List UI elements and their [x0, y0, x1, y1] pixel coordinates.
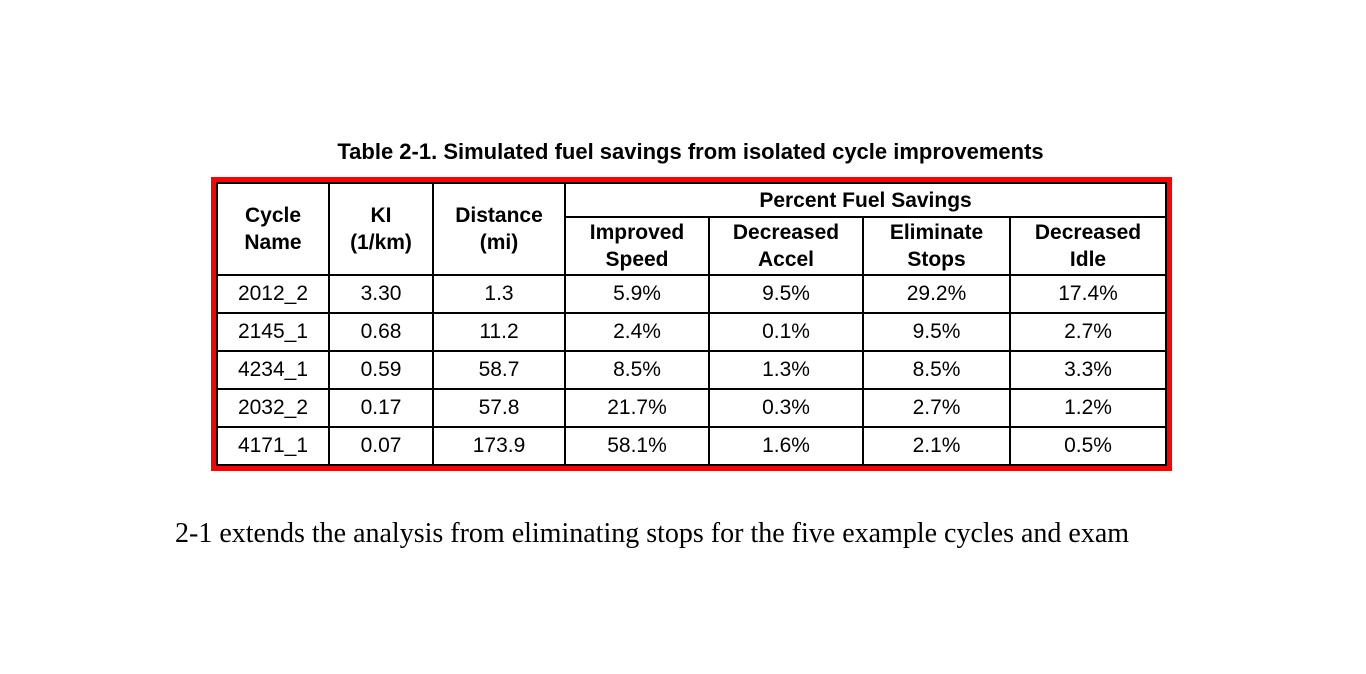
table-row: 4234_1 0.59 58.7 8.5% 1.3% 8.5% 3.3% [216, 350, 1168, 390]
cell-cycle-name: 4234_1 [216, 350, 330, 390]
cell-distance: 11.2 [432, 312, 566, 352]
cell-distance: 57.8 [432, 388, 566, 428]
cell-decreased-accel: 1.6% [708, 426, 864, 466]
cell-eliminate-stops: 2.7% [862, 388, 1011, 428]
cell-cycle-name: 4171_1 [216, 426, 330, 466]
cell-improved-speed: 21.7% [564, 388, 710, 428]
cell-decreased-accel: 1.3% [708, 350, 864, 390]
cell-eliminate-stops: 29.2% [862, 274, 1011, 314]
table-row: 2012_2 3.30 1.3 5.9% 9.5% 29.2% 17.4% [216, 274, 1168, 314]
cell-decreased-accel: 0.3% [708, 388, 864, 428]
header-decreased-idle: Decreased Idle [1008, 216, 1168, 276]
table-caption: Table 2-1. Simulated fuel savings from i… [337, 139, 1044, 164]
cell-cycle-name: 2032_2 [216, 388, 330, 428]
header-row-group: Cycle Name KI (1/km) Distance (mi) Perce… [216, 182, 1168, 276]
cell-distance: 58.7 [432, 350, 566, 390]
cell-eliminate-stops: 9.5% [862, 312, 1011, 352]
cell-eliminate-stops: 2.1% [862, 426, 1011, 466]
header-decreased-accel: Decreased Accel [708, 216, 864, 276]
header-eliminate-stops: Eliminate Stops [862, 216, 1011, 276]
header-row-sub: Improved Speed Decreased Accel Eliminate… [217, 216, 1168, 276]
cell-distance: 173.9 [432, 426, 566, 466]
header-ki: KI (1/km) [328, 182, 434, 276]
cell-cycle-name: 2012_2 [216, 274, 330, 314]
cell-distance: 1.3 [432, 274, 566, 314]
table-row: 2032_2 0.17 57.8 21.7% 0.3% 2.7% 1.2% [216, 388, 1168, 428]
table-row: 4171_1 0.07 173.9 58.1% 1.6% 2.1% 0.5% [216, 426, 1168, 466]
cell-decreased-idle: 3.3% [1008, 350, 1168, 390]
table-row: 2145_1 0.68 11.2 2.4% 0.1% 9.5% 2.7% [216, 312, 1168, 352]
body-text-fragment: 2-1 extends the analysis from eliminatin… [175, 518, 1130, 549]
header-improved-speed: Improved Speed [564, 216, 710, 276]
cell-improved-speed: 8.5% [564, 350, 710, 390]
cell-ki: 0.68 [328, 312, 434, 352]
cell-improved-speed: 58.1% [564, 426, 710, 466]
cell-ki: 0.59 [328, 350, 434, 390]
fuel-savings-table: Cycle Name KI (1/km) Distance (mi) Perce… [216, 182, 1168, 466]
cell-ki: 3.30 [328, 274, 434, 314]
fuel-savings-table-border: Cycle Name KI (1/km) Distance (mi) Perce… [211, 177, 1173, 471]
cell-ki: 0.17 [328, 388, 434, 428]
header-percent-fuel-savings: Percent Fuel Savings [563, 182, 1168, 218]
cell-decreased-idle: 1.2% [1008, 388, 1168, 428]
header-cycle-name: Cycle Name [216, 182, 330, 276]
cell-ki: 0.07 [328, 426, 434, 466]
cell-decreased-accel: 0.1% [708, 312, 864, 352]
cell-cycle-name: 2145_1 [216, 312, 330, 352]
cell-eliminate-stops: 8.5% [862, 350, 1011, 390]
header-distance: Distance (mi) [432, 182, 566, 276]
cell-improved-speed: 5.9% [564, 274, 710, 314]
cell-decreased-accel: 9.5% [708, 274, 864, 314]
cell-decreased-idle: 17.4% [1008, 274, 1168, 314]
cell-decreased-idle: 2.7% [1008, 312, 1168, 352]
cell-decreased-idle: 0.5% [1008, 426, 1168, 466]
cell-improved-speed: 2.4% [564, 312, 710, 352]
